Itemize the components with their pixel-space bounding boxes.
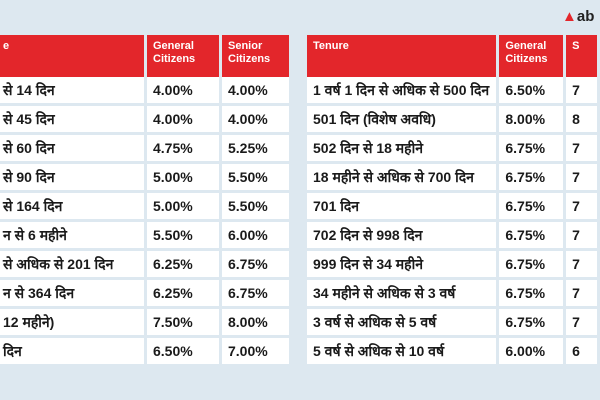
tenure-cell: से 14 दिन — [0, 77, 147, 106]
header-cell: S — [564, 35, 600, 77]
rate-cell: 7 — [564, 133, 600, 164]
tenure-cell: 34 महीने से अधिक से 3 वर्ष — [307, 278, 500, 309]
tenure-cell: 999 दिन से 34 महीने — [307, 249, 500, 280]
rate-cell: 6.75% — [220, 249, 292, 280]
rate-cell: 7 — [564, 249, 600, 280]
rate-cell: 7 — [564, 307, 600, 338]
header-cell: General Citizens — [497, 35, 567, 77]
tenure-cell: 701 दिन — [307, 191, 500, 222]
rate-cell: 8.00% — [220, 307, 292, 338]
table-row: 18 महीने से अधिक से 700 दिन 6.75% 7 — [307, 162, 600, 193]
rate-cell: 5.50% — [220, 162, 292, 193]
tenure-cell: से 90 दिन — [0, 162, 147, 193]
tenure-cell: से 164 दिन — [0, 191, 147, 222]
rate-cell: 4.00% — [145, 77, 222, 106]
header-cell: e — [0, 35, 147, 77]
tenure-cell: 501 दिन (विशेष अवधि) — [307, 104, 500, 135]
rate-cell: 6.75% — [497, 249, 567, 280]
tenure-cell: दिन — [0, 336, 147, 367]
tenure-cell: 5 वर्ष से अधिक से 10 वर्ष — [307, 336, 500, 367]
table-row: 12 महीने) 7.50% 8.00% — [0, 307, 292, 338]
rate-table: e General Citizens Senior Citizens से 14 दि… — [0, 35, 292, 367]
rate-cell: 8 — [564, 104, 600, 135]
rate-cell: 4.00% — [220, 77, 292, 106]
tenure-cell: 12 महीने) — [0, 307, 147, 338]
logo-text: ab — [576, 8, 595, 25]
rate-cell: 6.75% — [497, 133, 567, 164]
header-cell: Tenure — [307, 35, 500, 77]
rate-cell: 8.00% — [497, 104, 567, 135]
table-row: 3 वर्ष से अधिक से 5 वर्ष 6.75% 7 — [307, 307, 600, 338]
rate-cell: 4.75% — [145, 133, 222, 164]
rate-cell: 6.75% — [497, 307, 567, 338]
rate-cell: 6.00% — [497, 336, 567, 367]
rate-cell: 6.75% — [497, 162, 567, 193]
table-row: से 14 दिन 4.00% 4.00% — [0, 77, 292, 106]
rate-cell: 6.50% — [497, 77, 567, 106]
table-row: से अधिक से 201 दिन 6.25% 6.75% — [0, 249, 292, 280]
header-cell: General Citizens — [145, 35, 222, 77]
tenure-cell: 3 वर्ष से अधिक से 5 वर्ष — [307, 307, 500, 338]
tenure-cell: से 60 दिन — [0, 133, 147, 164]
tenure-cell: 702 दिन से 998 दिन — [307, 220, 500, 251]
table-row: 5 वर्ष से अधिक से 10 वर्ष 6.00% 6 — [307, 336, 600, 367]
rate-cell: 6.25% — [145, 249, 222, 280]
table-row: 501 दिन (विशेष अवधि) 8.00% 8 — [307, 104, 600, 135]
rate-cell: 5.25% — [220, 133, 292, 164]
rate-cell: 6.50% — [145, 336, 222, 367]
table-row: से 90 दिन 5.00% 5.50% — [0, 162, 292, 193]
rate-cell: 4.00% — [145, 104, 222, 135]
rate-cell: 7.00% — [220, 336, 292, 367]
tenure-cell: 1 वर्ष 1 दिन से अधिक से 500 दिन — [307, 77, 500, 106]
tenure-cell: न से 6 महीने — [0, 220, 147, 251]
rate-cell: 6.75% — [220, 278, 292, 309]
rate-cell: 7 — [564, 220, 600, 251]
rate-cell: 7 — [564, 77, 600, 106]
rate-cell: 5.50% — [220, 191, 292, 222]
rate-cell: 7 — [564, 191, 600, 222]
rate-cell: 6.75% — [497, 220, 567, 251]
rate-table: Tenure General Citizens S 1 वर्ष 1 दिन से अ… — [307, 35, 600, 367]
rate-cell: 7 — [564, 278, 600, 309]
table-row: 702 दिन से 998 दिन 6.75% 7 — [307, 220, 600, 251]
logo: ▲ab — [562, 8, 594, 25]
table-row: दिन 6.50% 7.00% — [0, 336, 292, 367]
tenure-cell: 18 महीने से अधिक से 700 दिन — [307, 162, 500, 193]
rate-cell: 5.00% — [145, 191, 222, 222]
table-row: से 60 दिन 4.75% 5.25% — [0, 133, 292, 164]
rate-cell: 6.75% — [497, 278, 567, 309]
table-row: 34 महीने से अधिक से 3 वर्ष 6.75% 7 — [307, 278, 600, 309]
table-row: 701 दिन 6.75% 7 — [307, 191, 600, 222]
rate-cell: 7.50% — [145, 307, 222, 338]
rate-cell: 6.25% — [145, 278, 222, 309]
tenure-cell: से अधिक से 201 दिन — [0, 249, 147, 280]
tenure-cell: से 45 दिन — [0, 104, 147, 135]
rate-cell: 7 — [564, 162, 600, 193]
table-row: न से 364 दिन 6.25% 6.75% — [0, 278, 292, 309]
rate-cell: 5.50% — [145, 220, 222, 251]
rate-cell: 6.00% — [220, 220, 292, 251]
table-row: से 45 दिन 4.00% 4.00% — [0, 104, 292, 135]
rate-cell: 4.00% — [220, 104, 292, 135]
tenure-cell: न से 364 दिन — [0, 278, 147, 309]
table-row: से 164 दिन 5.00% 5.50% — [0, 191, 292, 222]
table-row: 502 दिन से 18 महीने 6.75% 7 — [307, 133, 600, 164]
logo-mark: ▲ — [562, 8, 577, 25]
header-row: e General Citizens Senior Citizens — [0, 35, 292, 77]
rate-cell: 6.75% — [497, 191, 567, 222]
rate-cell: 5.00% — [145, 162, 222, 193]
header-cell: Senior Citizens — [220, 35, 292, 77]
header-row: Tenure General Citizens S — [307, 35, 600, 77]
table-row: 1 वर्ष 1 दिन से अधिक से 500 दिन 6.50% 7 — [307, 77, 600, 106]
rate-cell: 6 — [564, 336, 600, 367]
table-row: 999 दिन से 34 महीने 6.75% 7 — [307, 249, 600, 280]
tenure-cell: 502 दिन से 18 महीने — [307, 133, 500, 164]
table-row: न से 6 महीने 5.50% 6.00% — [0, 220, 292, 251]
